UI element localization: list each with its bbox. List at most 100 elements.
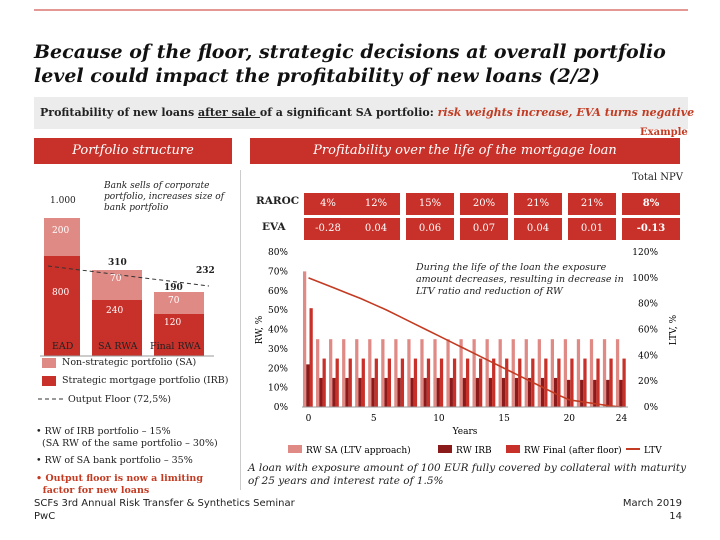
eva-cell: 0.06: [406, 218, 454, 240]
bar-sa: [589, 339, 594, 407]
bar-irb: [358, 377, 362, 407]
y-tick-label: 80%: [268, 248, 288, 258]
bar-irb: [540, 377, 545, 407]
val-120: 120: [164, 318, 182, 328]
bar-sa: [355, 339, 359, 407]
val-70a: 70: [110, 274, 122, 284]
bar-final: [570, 358, 574, 407]
bar-irb: [475, 377, 480, 407]
bar-final: [322, 358, 326, 407]
raroc-cell: 15%: [406, 193, 454, 215]
sa-bar-strategic: [92, 300, 142, 356]
bar-irb: [514, 377, 519, 407]
portfolio-annotation: Bank sells of corporate portfolio, incre…: [104, 181, 225, 213]
bar-final: [596, 358, 600, 407]
bullet-3: • Output floor is now a limiting factor …: [36, 473, 203, 496]
output-floor-line: [47, 265, 210, 287]
y-tick-label: 10%: [268, 384, 288, 394]
x-tick-label: 15: [498, 414, 510, 424]
bar-final: [492, 358, 496, 407]
ead-bar-strategic: [44, 256, 80, 356]
eva-cell: 0.04: [352, 218, 400, 240]
bar-final: [426, 358, 431, 407]
bar-irb: [580, 379, 584, 407]
ead-bar-nonstrategic: [44, 218, 80, 256]
subtitle-part1: Profitability of new loans: [40, 106, 198, 119]
portfolio-structure-chart: [40, 218, 214, 357]
eva-cell: 0.04: [514, 218, 562, 240]
val-190: 190: [164, 283, 183, 293]
y-tick-label: 60%: [268, 287, 288, 297]
val-240: 240: [106, 306, 124, 316]
bar-irb: [332, 377, 336, 407]
bar-final: [479, 358, 483, 407]
bar-final: [309, 308, 313, 407]
x-tick-label: 0: [306, 414, 312, 424]
y2-tick-label: 40%: [638, 351, 658, 361]
bar-irb: [501, 377, 506, 407]
example-label: Example: [640, 127, 688, 138]
bar-sa: [446, 339, 450, 407]
bar-irb: [606, 379, 610, 407]
footer-event: SCFs 3rd Annual Risk Transfer & Syntheti…: [34, 498, 295, 509]
bar-final: [622, 358, 626, 407]
raroc-cell: 12%: [352, 193, 400, 215]
bar-irb: [488, 377, 493, 407]
axis-final: Final RWA: [150, 341, 201, 352]
bar-final: [400, 358, 405, 407]
legend-label: RW IRB: [456, 446, 492, 456]
bar-sa: [472, 339, 476, 407]
bullet-3-line-1: Output floor is now a limiting: [45, 473, 203, 484]
val-1000: 1.000: [50, 196, 76, 206]
bullet-2: • RW of SA bank portfolio – 35%: [36, 455, 193, 466]
bar-irb: [593, 379, 597, 407]
bar-sa: [381, 339, 385, 407]
bar-final: [544, 358, 548, 407]
bar-sa: [420, 339, 424, 407]
raroc-cell: 4%: [304, 193, 352, 215]
bar-sa: [602, 339, 607, 407]
bar-irb: [345, 377, 349, 407]
y-tick-label: 70%: [268, 267, 288, 277]
bar-sa: [563, 339, 568, 407]
y-tick-label: 0%: [274, 403, 289, 413]
bar-sa: [576, 339, 581, 407]
legend-strategic: Strategic mortgage portfolio (IRB): [62, 375, 229, 386]
y2-tick-label: 60%: [638, 326, 658, 336]
y-tick-label: 50%: [268, 306, 288, 316]
bar-sa: [342, 339, 346, 407]
subtitle-underlined: after sale: [198, 106, 260, 119]
bar-sa: [316, 339, 320, 407]
subtitle-highlight: risk weights increase, EVA turns negativ…: [437, 106, 695, 119]
y-tick-label: 30%: [268, 345, 288, 355]
legend-floor: Output Floor (72,5%): [68, 394, 171, 405]
raroc-cell: 21%: [568, 193, 616, 215]
subtitle: Profitability of new loans after sale of…: [40, 106, 694, 119]
val-310: 310: [108, 258, 127, 268]
bar-final: [452, 358, 457, 407]
y2-axis-title: LTV, %: [669, 314, 679, 345]
legend-swatch: [506, 445, 520, 453]
bar-final: [439, 358, 444, 407]
bar-irb: [527, 377, 532, 407]
legend-label: LTV: [644, 446, 662, 456]
portfolio-structure-header: Portfolio structure: [34, 138, 232, 164]
y2-tick-label: 80%: [638, 300, 658, 310]
bar-sa: [498, 339, 502, 407]
bar-sa: [329, 339, 333, 407]
eva-cell: 0.07: [460, 218, 508, 240]
subtitle-part2: of a significant SA portfolio:: [259, 106, 438, 119]
ltv-line: [308, 277, 622, 408]
x-tick-label: 20: [564, 414, 576, 424]
page-title: Because of the floor, strategic decision…: [34, 40, 694, 88]
bar-irb: [384, 377, 388, 407]
bar-final: [387, 358, 391, 407]
bar-final: [609, 358, 613, 407]
axis-sa: SA RWA: [98, 341, 138, 352]
x-tick-label: 5: [371, 414, 377, 424]
raroc-cell: 8%: [622, 193, 680, 215]
rw-ltv-chart: 0% 10% 20% 30% 40% 50% 60% 70% 80% 0% 20% 40% 60% 80%…: [255, 248, 679, 456]
bar-sa: [615, 339, 620, 407]
legend-label: RW SA (LTV approach): [306, 445, 411, 456]
bar-final: [348, 358, 352, 407]
